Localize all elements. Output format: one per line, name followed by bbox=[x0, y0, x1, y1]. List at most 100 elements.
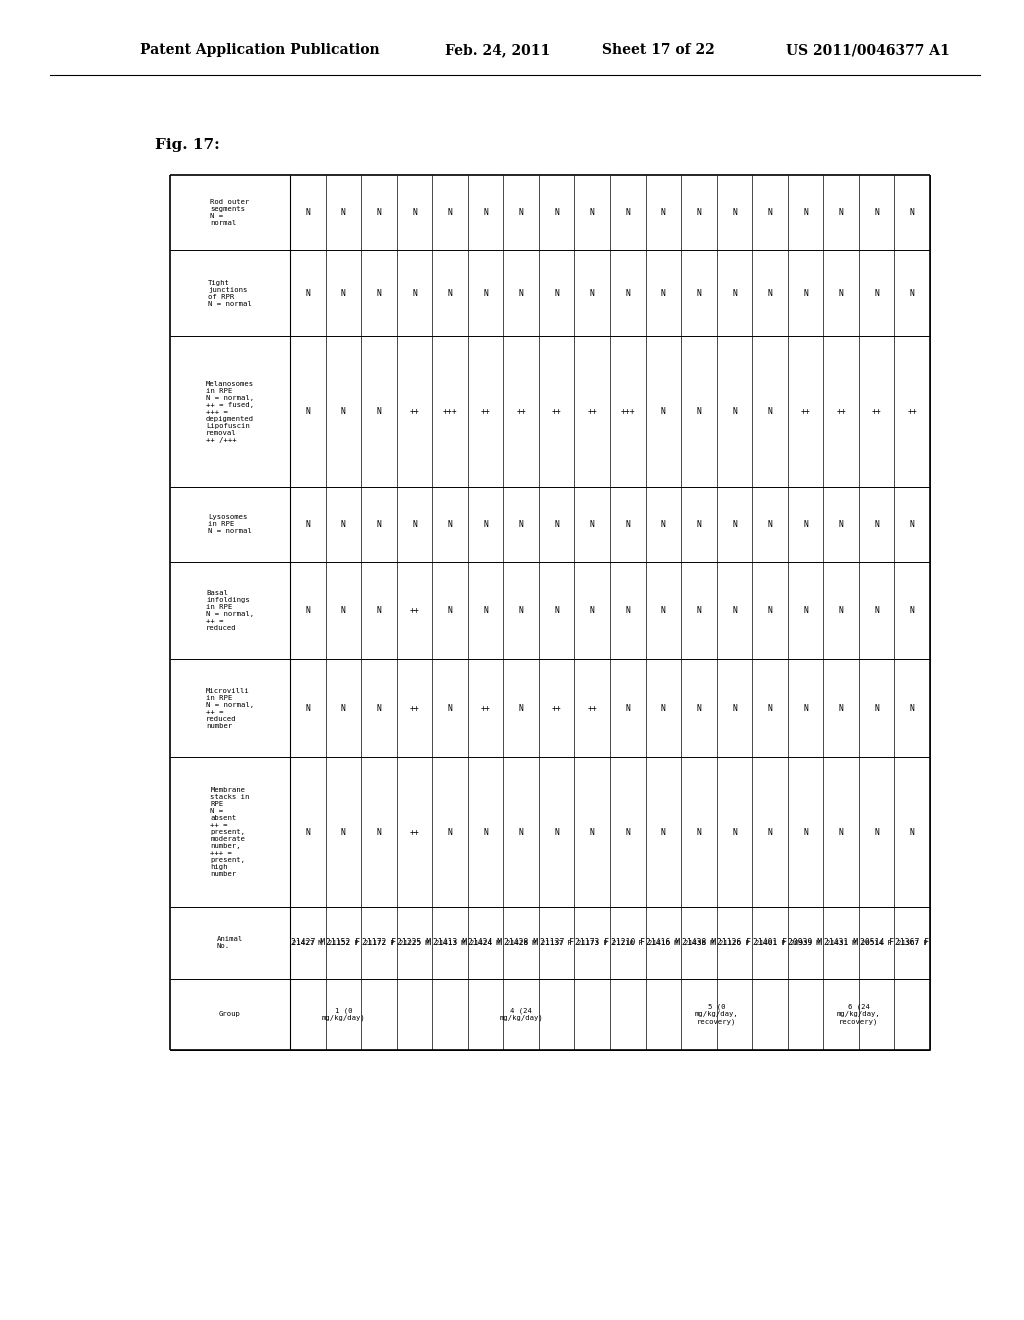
Text: N: N bbox=[732, 289, 737, 298]
Text: N: N bbox=[732, 704, 737, 713]
Text: 21413 M: 21413 M bbox=[434, 940, 465, 946]
Text: Feb. 24, 2011: Feb. 24, 2011 bbox=[445, 44, 550, 57]
Text: 21173 F: 21173 F bbox=[577, 940, 607, 946]
Text: +++: +++ bbox=[621, 407, 635, 416]
Text: 21172 F: 21172 F bbox=[364, 940, 394, 946]
Text: N: N bbox=[874, 209, 880, 216]
Text: 21137 F: 21137 F bbox=[540, 939, 573, 948]
Text: N: N bbox=[305, 289, 310, 298]
Text: N: N bbox=[305, 520, 310, 529]
Text: Lysosomes
in RPE
N = normal: Lysosomes in RPE N = normal bbox=[208, 515, 252, 535]
Text: 21413 M: 21413 M bbox=[433, 939, 467, 948]
Text: N: N bbox=[660, 407, 666, 416]
Text: N: N bbox=[768, 407, 772, 416]
Text: 21152 F: 21152 F bbox=[328, 940, 358, 946]
Text: N: N bbox=[626, 606, 630, 615]
Text: N: N bbox=[590, 520, 595, 529]
Text: N: N bbox=[377, 209, 381, 216]
Text: N: N bbox=[590, 289, 595, 298]
Text: N: N bbox=[341, 828, 346, 837]
Text: ++: ++ bbox=[552, 407, 561, 416]
Text: N: N bbox=[626, 828, 630, 837]
Text: N: N bbox=[909, 606, 914, 615]
Text: N: N bbox=[696, 289, 701, 298]
Text: ++: ++ bbox=[480, 407, 490, 416]
Text: ++: ++ bbox=[588, 704, 597, 713]
Text: N: N bbox=[305, 407, 310, 416]
Text: 21152 F: 21152 F bbox=[327, 939, 360, 948]
Text: N: N bbox=[377, 520, 381, 529]
Text: N: N bbox=[554, 520, 559, 529]
Text: N: N bbox=[839, 289, 844, 298]
Text: 21225 M: 21225 M bbox=[399, 940, 430, 946]
Text: ++: ++ bbox=[552, 704, 561, 713]
Text: N: N bbox=[447, 209, 453, 216]
Text: 21427 M: 21427 M bbox=[291, 939, 325, 948]
Text: N: N bbox=[732, 606, 737, 615]
Text: ++: ++ bbox=[480, 704, 490, 713]
Text: N: N bbox=[447, 289, 453, 298]
Text: 4 (24
mg/kg/day): 4 (24 mg/kg/day) bbox=[500, 1007, 543, 1022]
Text: 21416 M: 21416 M bbox=[646, 939, 680, 948]
Text: 21126 F: 21126 F bbox=[719, 940, 750, 946]
Text: N: N bbox=[909, 289, 914, 298]
Text: N: N bbox=[696, 704, 701, 713]
Text: +++: +++ bbox=[442, 407, 458, 416]
Text: N: N bbox=[768, 289, 772, 298]
Text: 21428 M: 21428 M bbox=[506, 940, 537, 946]
Text: Microvilli
in RPE
N = normal,
++ =
reduced
number: Microvilli in RPE N = normal, ++ = reduc… bbox=[206, 688, 254, 729]
Text: N: N bbox=[447, 704, 453, 713]
Text: N: N bbox=[768, 520, 772, 529]
Text: N: N bbox=[483, 289, 488, 298]
Text: N: N bbox=[341, 209, 346, 216]
Text: N: N bbox=[341, 289, 346, 298]
Text: N: N bbox=[839, 828, 844, 837]
Text: ++: ++ bbox=[410, 407, 419, 416]
Text: 21427 M: 21427 M bbox=[293, 940, 324, 946]
Text: N: N bbox=[803, 606, 808, 615]
Text: N: N bbox=[554, 606, 559, 615]
Text: ++: ++ bbox=[516, 407, 526, 416]
Text: Rod outer
segments
N =
normal: Rod outer segments N = normal bbox=[210, 199, 250, 226]
Text: N: N bbox=[768, 704, 772, 713]
Text: N: N bbox=[483, 209, 488, 216]
Text: N: N bbox=[909, 209, 914, 216]
Text: N: N bbox=[519, 209, 523, 216]
Text: US 2011/0046377 A1: US 2011/0046377 A1 bbox=[786, 44, 949, 57]
Text: N: N bbox=[803, 209, 808, 216]
Text: 21438 M: 21438 M bbox=[684, 940, 714, 946]
Text: 21401 F: 21401 F bbox=[755, 940, 785, 946]
Text: N: N bbox=[305, 828, 310, 837]
Text: ++: ++ bbox=[871, 407, 882, 416]
Text: 20939 M: 20939 M bbox=[791, 940, 821, 946]
Text: N: N bbox=[909, 704, 914, 713]
Text: 21173 F: 21173 F bbox=[575, 939, 609, 948]
Text: N: N bbox=[447, 828, 453, 837]
Text: 6 (24
mg/kg/day,
recovery): 6 (24 mg/kg/day, recovery) bbox=[837, 1003, 881, 1024]
Text: N: N bbox=[341, 606, 346, 615]
Text: ++: ++ bbox=[837, 407, 846, 416]
Text: N: N bbox=[305, 704, 310, 713]
Text: N: N bbox=[660, 606, 666, 615]
Text: 5 (0
mg/kg/day,
recovery): 5 (0 mg/kg/day, recovery) bbox=[695, 1003, 738, 1024]
Text: N: N bbox=[803, 704, 808, 713]
Text: N: N bbox=[660, 828, 666, 837]
Text: 21431 M: 21431 M bbox=[824, 939, 858, 948]
Text: N: N bbox=[483, 606, 488, 615]
Text: N: N bbox=[839, 520, 844, 529]
Text: 21367 F: 21367 F bbox=[897, 940, 928, 946]
Text: ++: ++ bbox=[410, 828, 419, 837]
Text: N: N bbox=[626, 289, 630, 298]
Text: N: N bbox=[377, 606, 381, 615]
Text: N: N bbox=[626, 520, 630, 529]
Text: N: N bbox=[447, 606, 453, 615]
Text: 21225 M: 21225 M bbox=[397, 939, 431, 948]
Text: 21424 M: 21424 M bbox=[470, 940, 501, 946]
Text: 21428 M: 21428 M bbox=[504, 939, 539, 948]
Text: N: N bbox=[483, 520, 488, 529]
Text: N: N bbox=[696, 407, 701, 416]
Text: N: N bbox=[839, 209, 844, 216]
Text: N: N bbox=[447, 520, 453, 529]
Text: N: N bbox=[803, 828, 808, 837]
Text: N: N bbox=[732, 209, 737, 216]
